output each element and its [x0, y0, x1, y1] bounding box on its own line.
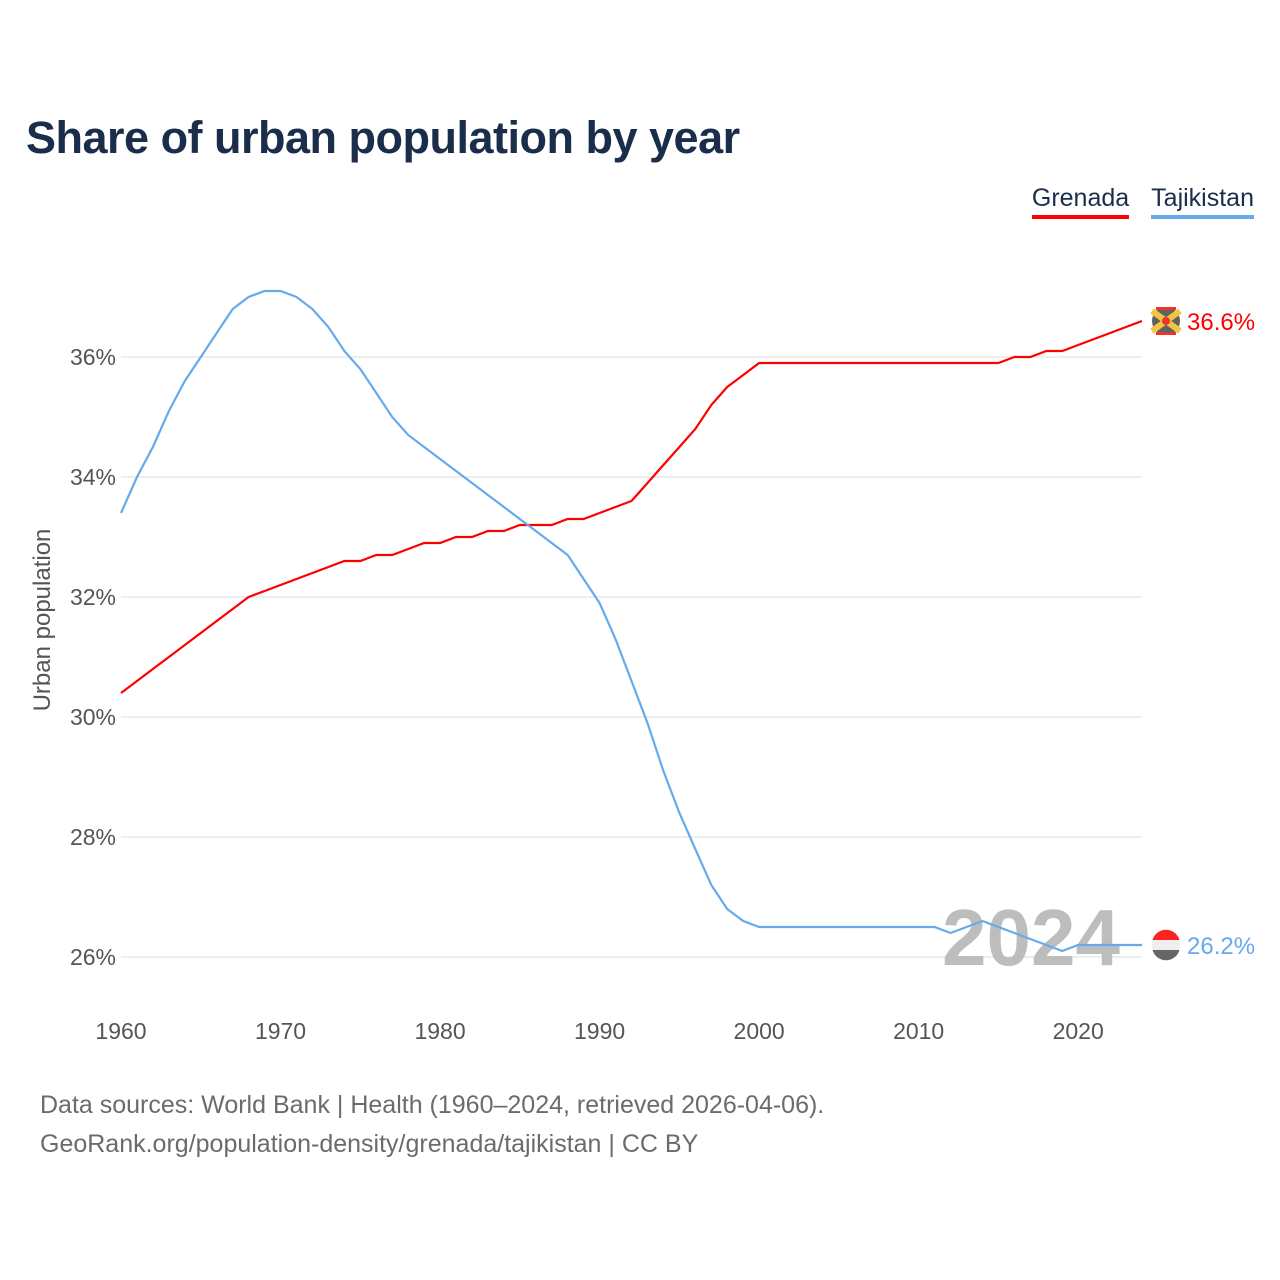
end-value-label: 36.6%	[1187, 309, 1255, 336]
flag-grenada-icon	[1150, 307, 1182, 335]
series-line-tajikistan	[119, 289, 1142, 953]
x-tick-label: 2010	[893, 1018, 944, 1044]
y-axis-label: Urban population	[29, 529, 56, 712]
x-tick-label: 2020	[1053, 1018, 1104, 1044]
x-tick-label: 1970	[255, 1018, 306, 1044]
year-watermark: 2024	[942, 893, 1120, 982]
legend: Grenada Tajikistan	[1031, 184, 1254, 219]
legend-item-grenada[interactable]: Grenada	[1031, 184, 1130, 219]
data-source-note: Data sources: World Bank | Health (1960–…	[40, 1091, 825, 1119]
x-tick-label: 1980	[414, 1018, 465, 1044]
series-line-grenada	[120, 319, 1143, 694]
x-tick-label: 1990	[574, 1018, 625, 1044]
y-tick-label: 26%	[70, 944, 116, 970]
chart-title: Share of urban population by year	[26, 112, 740, 163]
y-tick-label: 34%	[70, 464, 116, 490]
y-tick-label: 36%	[70, 344, 116, 370]
end-value-label: 26.2%	[1187, 933, 1255, 960]
attribution-link[interactable]: GeoRank.org/population-density/grenada/t…	[40, 1130, 699, 1158]
flag-tajikistan-icon	[1152, 929, 1180, 961]
y-tick-label: 30%	[70, 704, 116, 730]
y-tick-label: 28%	[70, 824, 116, 850]
legend-item-tajikistan[interactable]: Tajikistan	[1151, 184, 1254, 219]
x-tick-label: 2000	[734, 1018, 785, 1044]
y-tick-label: 32%	[70, 584, 116, 610]
footer: Data sources: World Bank | Health (1960–…	[40, 1086, 824, 1164]
x-tick-label: 1960	[95, 1018, 146, 1044]
